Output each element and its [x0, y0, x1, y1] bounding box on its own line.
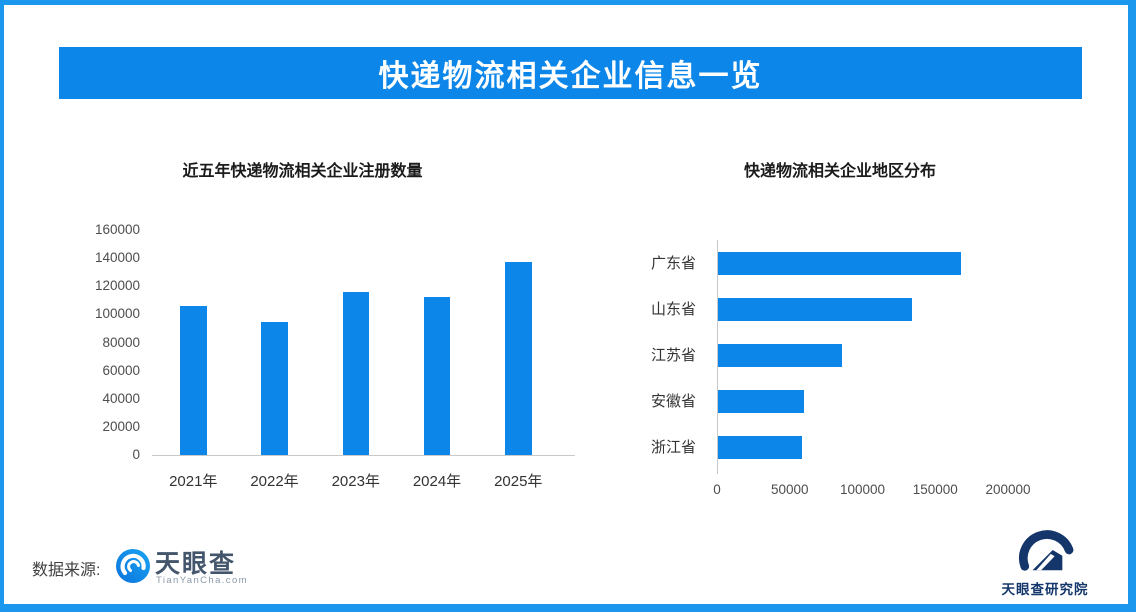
left-chart-y-axis: 0 20000 40000 60000 80000 100000 120000 140000 1…: [60, 222, 146, 462]
left-chart-plot: [152, 230, 575, 456]
tianyancha-eye-icon: [116, 549, 150, 583]
right-chart-category-axis: 广东省山东省江苏省安徽省浙江省: [628, 240, 706, 474]
bar-江苏省: [718, 344, 843, 367]
y-category-label: 浙江省: [650, 439, 696, 456]
institute-icon: [1018, 530, 1074, 571]
data-source-label: 数据来源:: [32, 562, 101, 579]
institute-logo: 天眼查研究院: [990, 524, 1100, 600]
bar-山东省: [718, 298, 913, 321]
bar-2024年: [423, 296, 451, 455]
y-tick-label: 40000: [102, 390, 140, 406]
x-category-label: 2022年: [250, 473, 299, 490]
tianyancha-wordmark: 天眼查: [155, 550, 237, 578]
right-chart-x-axis: 0 50000 100000 150000 200000: [713, 482, 1033, 500]
x-category-label: 2021年: [169, 473, 218, 490]
x-category-label: 2025年: [494, 473, 543, 490]
right-chart-title: 快递物流相关企业地区分布: [743, 163, 936, 180]
y-category-label: 山东省: [650, 301, 696, 318]
y-tick-label: 20000: [102, 418, 140, 434]
y-tick-label: 80000: [102, 334, 140, 350]
x-category-label: 2023年: [331, 473, 380, 490]
y-category-label: 安徽省: [650, 393, 696, 410]
header-banner: 快递物流相关企业信息一览: [59, 47, 1082, 99]
y-category-label: 江苏省: [650, 347, 696, 364]
page-border-top: [0, 0, 1136, 5]
tianyancha-domain: TianYanCha.com: [156, 575, 248, 586]
institute-name: 天眼查研究院: [1001, 582, 1089, 597]
x-tick-label: 100000: [839, 482, 886, 497]
y-tick-label: 120000: [94, 278, 140, 294]
left-chart-title: 近五年快递物流相关企业注册数量: [182, 163, 423, 180]
y-tick-label: 160000: [94, 222, 140, 237]
y-category-label: 广东省: [650, 255, 696, 272]
x-tick-label: 50000: [770, 482, 809, 497]
page-title: 快递物流相关企业信息一览: [378, 60, 763, 93]
bar-2022年: [261, 322, 288, 455]
bar-2025年: [505, 262, 532, 455]
right-chart-plot: [717, 240, 1034, 474]
x-tick-label: 200000: [985, 482, 1031, 497]
x-category-label: 2024年: [412, 473, 462, 490]
x-tick-label: 0: [713, 482, 721, 497]
page-border-right: [1128, 0, 1136, 612]
page-border-bottom: [0, 604, 1136, 612]
bar-浙江省: [718, 436, 802, 459]
bar-安徽省: [718, 390, 804, 413]
y-tick-label: 140000: [94, 250, 140, 266]
bar-2023年: [342, 291, 369, 455]
y-tick-label: 0: [132, 447, 140, 462]
page-border-left: [0, 0, 4, 612]
left-chart-x-axis: 2021年 2022年 2023年 2024年 2025年: [152, 470, 575, 492]
bar-广东省: [718, 252, 961, 275]
y-tick-label: 100000: [94, 306, 140, 322]
bar-2021年: [180, 305, 207, 455]
y-tick-label: 60000: [102, 362, 140, 378]
x-tick-label: 150000: [912, 482, 958, 497]
